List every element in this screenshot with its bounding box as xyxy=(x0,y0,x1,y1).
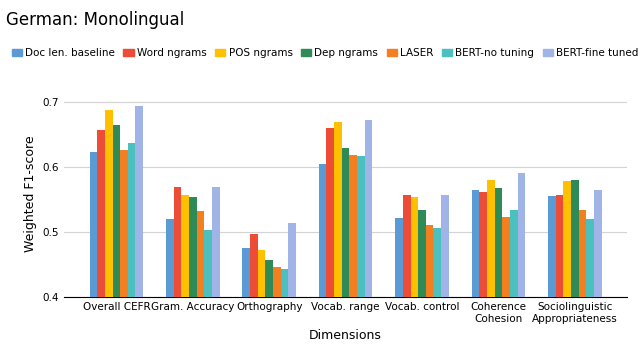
Bar xyxy=(128,143,136,358)
X-axis label: Dimensions: Dimensions xyxy=(309,329,382,342)
Y-axis label: Weighted F1-score: Weighted F1-score xyxy=(24,135,37,252)
Bar xyxy=(502,217,510,358)
Bar xyxy=(479,192,487,358)
Bar xyxy=(579,210,586,358)
Bar xyxy=(120,150,128,358)
Bar xyxy=(136,106,143,358)
Bar xyxy=(396,218,403,358)
Legend: Doc len. baseline, Word ngrams, POS ngrams, Dep ngrams, LASER, BERT-no tuning, B: Doc len. baseline, Word ngrams, POS ngra… xyxy=(12,48,639,58)
Bar xyxy=(204,230,212,358)
Bar xyxy=(410,197,418,358)
Bar xyxy=(181,195,189,358)
Bar xyxy=(97,130,105,358)
Bar xyxy=(326,129,334,358)
Bar xyxy=(563,181,571,358)
Bar xyxy=(113,125,120,358)
Bar xyxy=(189,197,196,358)
Bar xyxy=(586,219,594,358)
Bar xyxy=(365,120,372,358)
Bar xyxy=(266,260,273,358)
Bar xyxy=(334,122,342,358)
Bar xyxy=(250,233,258,358)
Text: German: Monolingual: German: Monolingual xyxy=(6,11,185,29)
Bar xyxy=(556,195,563,358)
Bar xyxy=(349,155,357,358)
Bar xyxy=(472,190,479,358)
Bar xyxy=(90,153,97,358)
Bar xyxy=(518,173,525,358)
Bar xyxy=(510,210,518,358)
Bar xyxy=(495,188,502,358)
Bar xyxy=(288,223,296,358)
Bar xyxy=(258,251,266,358)
Bar xyxy=(594,190,602,358)
Bar xyxy=(243,248,250,358)
Bar xyxy=(418,209,426,358)
Bar xyxy=(273,267,281,358)
Bar xyxy=(173,187,181,358)
Bar xyxy=(433,228,441,358)
Bar xyxy=(548,196,556,358)
Bar xyxy=(403,195,410,358)
Bar xyxy=(196,211,204,358)
Bar xyxy=(319,164,326,358)
Bar xyxy=(357,156,365,358)
Bar xyxy=(487,180,495,358)
Bar xyxy=(105,110,113,358)
Bar xyxy=(426,225,433,358)
Bar xyxy=(281,268,288,358)
Bar xyxy=(571,180,579,358)
Bar xyxy=(166,219,173,358)
Bar xyxy=(441,195,449,358)
Bar xyxy=(212,187,220,358)
Bar xyxy=(342,148,349,358)
